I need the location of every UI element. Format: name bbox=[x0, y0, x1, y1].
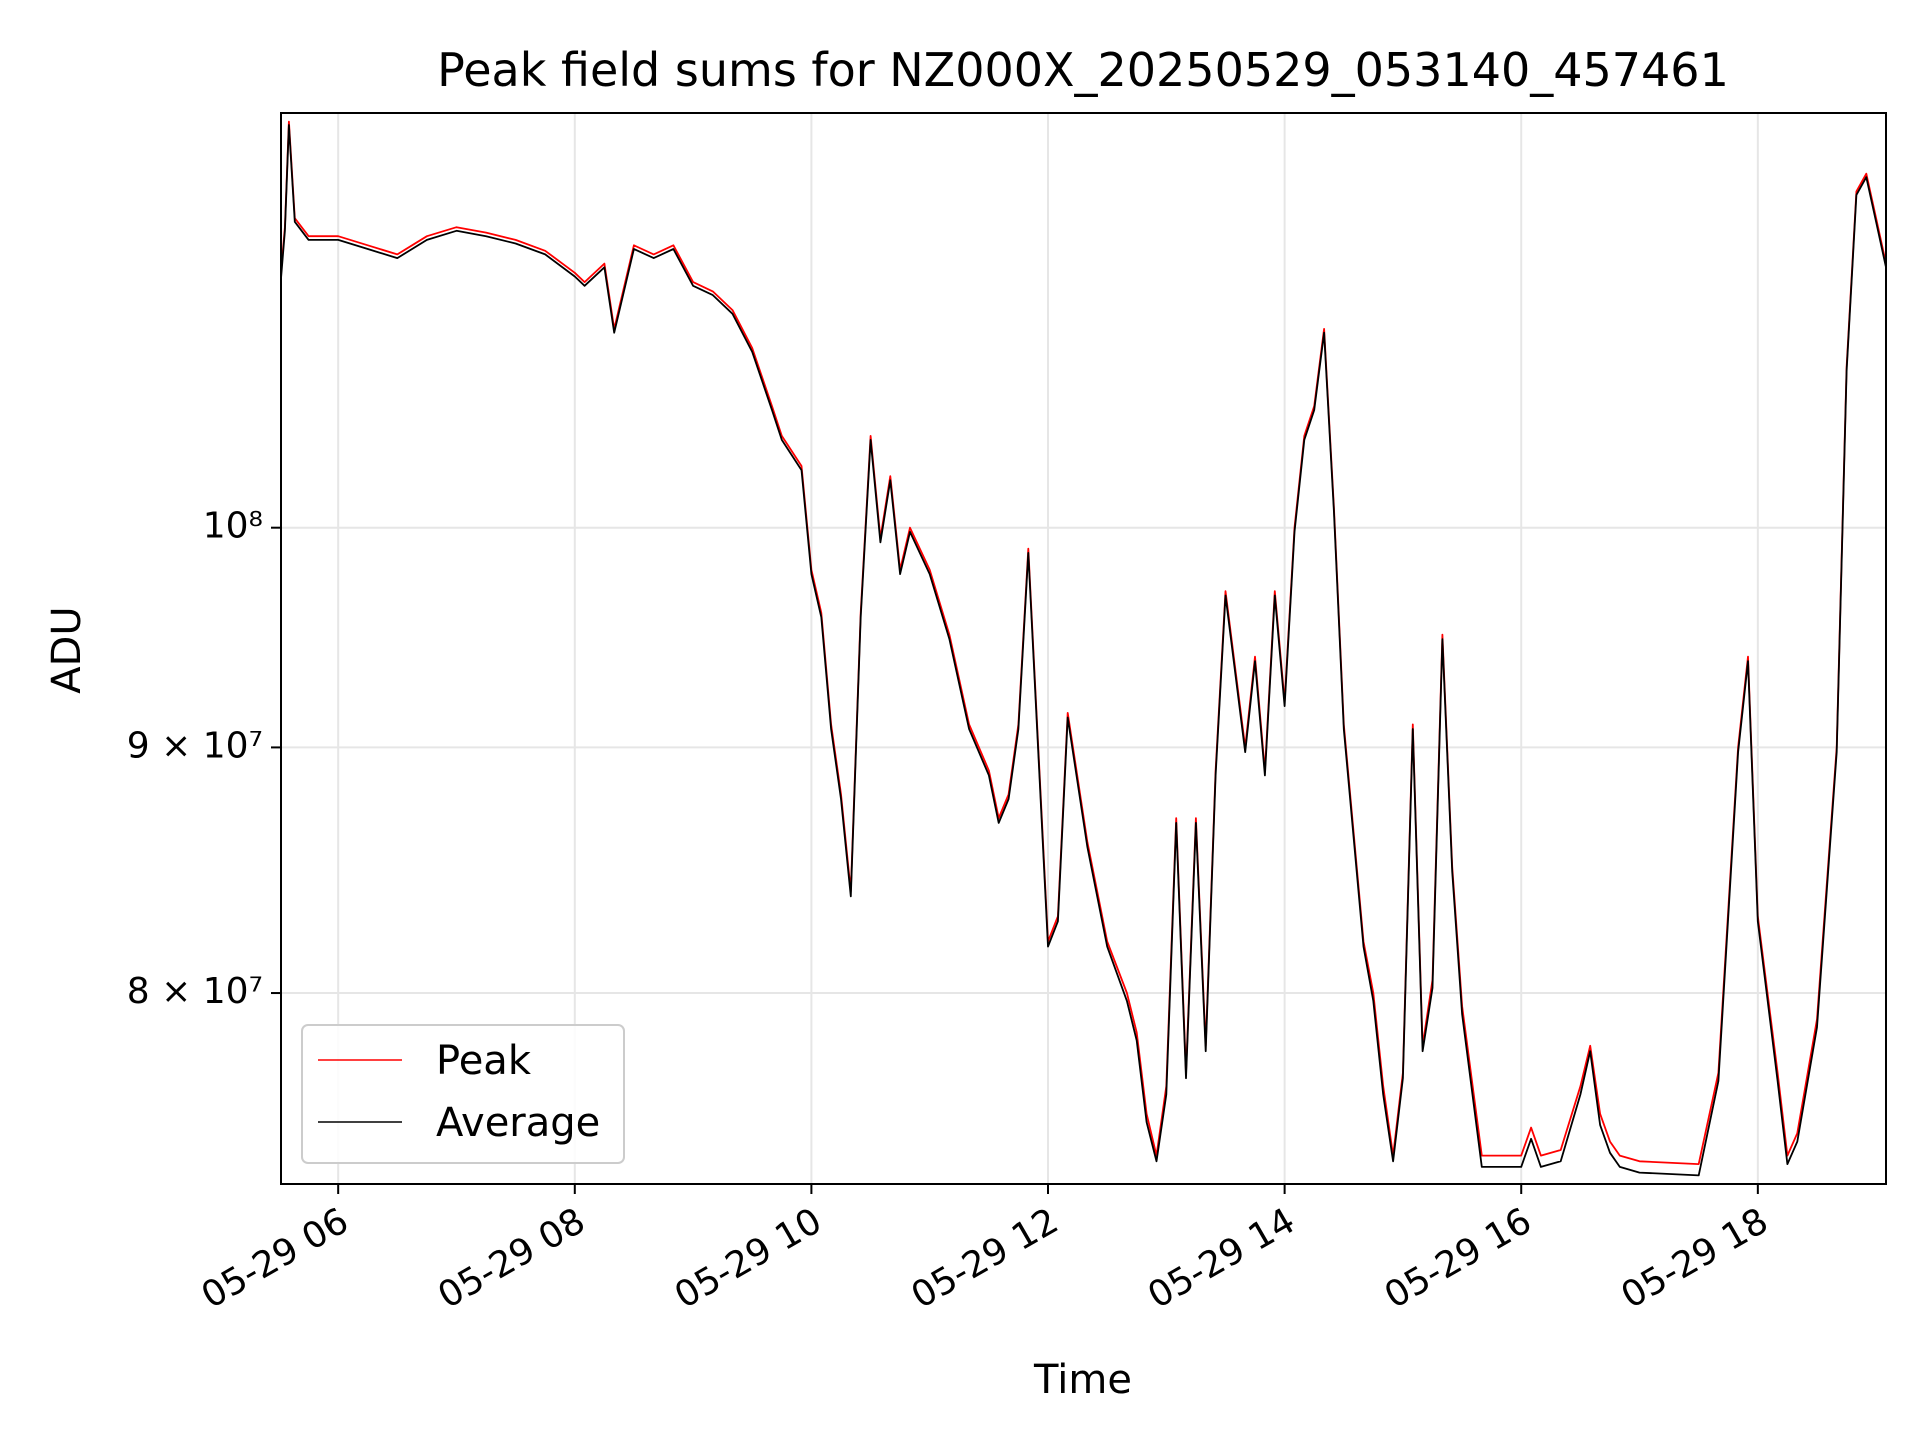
legend: Peak Average bbox=[301, 1024, 625, 1164]
x-axis-label: Time bbox=[1033, 1357, 1132, 1403]
grid bbox=[281, 113, 1886, 1184]
y-tick-label: 8 × 10⁷ bbox=[127, 971, 263, 1012]
chart-title: Peak field sums for NZ000X_20250529_0531… bbox=[437, 43, 1729, 97]
legend-label-average: Average bbox=[436, 1100, 600, 1146]
y-axis-ticks: 8 × 10⁷ 9 × 10⁷ 10⁸ bbox=[127, 506, 281, 1012]
plot-frame bbox=[280, 112, 1887, 1185]
y-axis-label: ADU bbox=[44, 606, 90, 693]
series-line-average bbox=[280, 124, 1887, 1177]
legend-label-peak: Peak bbox=[436, 1038, 532, 1084]
y-tick-label: 9 × 10⁷ bbox=[127, 725, 263, 766]
series-layer bbox=[280, 120, 1887, 1177]
y-tick-label: 10⁸ bbox=[203, 506, 263, 547]
series-line-peak bbox=[280, 120, 1887, 1165]
